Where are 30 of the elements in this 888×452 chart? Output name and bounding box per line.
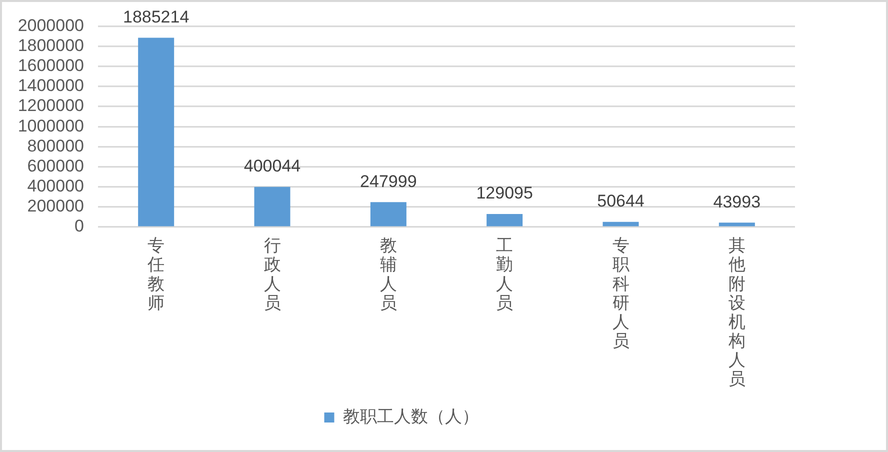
bar bbox=[138, 38, 174, 226]
bar bbox=[718, 222, 755, 226]
data-label: 247999 bbox=[360, 172, 417, 191]
x-tick-label: 其他附设机构人员 bbox=[727, 236, 746, 388]
bar bbox=[486, 214, 523, 226]
y-tick-label: 400000 bbox=[27, 176, 84, 196]
bar bbox=[370, 202, 406, 226]
data-label: 129095 bbox=[476, 184, 533, 203]
y-tick-label: 0 bbox=[74, 216, 84, 236]
bar bbox=[602, 222, 639, 226]
y-tick-label: 1800000 bbox=[18, 36, 84, 55]
bar bbox=[254, 186, 290, 226]
x-tick-label: 专任教师 bbox=[146, 236, 165, 312]
y-tick-label: 600000 bbox=[27, 156, 84, 176]
data-label: 400044 bbox=[244, 156, 301, 176]
legend-label: 教职工人数（人） bbox=[342, 407, 479, 426]
data-label: 1885214 bbox=[122, 7, 190, 26]
y-tick-label: 800000 bbox=[27, 136, 84, 156]
data-label: 43993 bbox=[713, 192, 761, 212]
y-tick-label: 1200000 bbox=[18, 96, 84, 116]
x-tick-label: 教辅人员 bbox=[380, 236, 397, 312]
y-tick-label: 1400000 bbox=[18, 76, 84, 96]
x-tick-label: 行政人员 bbox=[264, 236, 281, 312]
y-tick-label: 1000000 bbox=[18, 116, 84, 136]
y-tick-label: 2000000 bbox=[18, 16, 84, 35]
y-tick-label: 1600000 bbox=[18, 56, 84, 76]
x-tick-label: 专职科研人员 bbox=[612, 236, 630, 350]
data-label: 50644 bbox=[597, 192, 644, 211]
x-tick-label: 工勤人员 bbox=[496, 236, 514, 312]
y-tick-label: 200000 bbox=[27, 196, 84, 216]
